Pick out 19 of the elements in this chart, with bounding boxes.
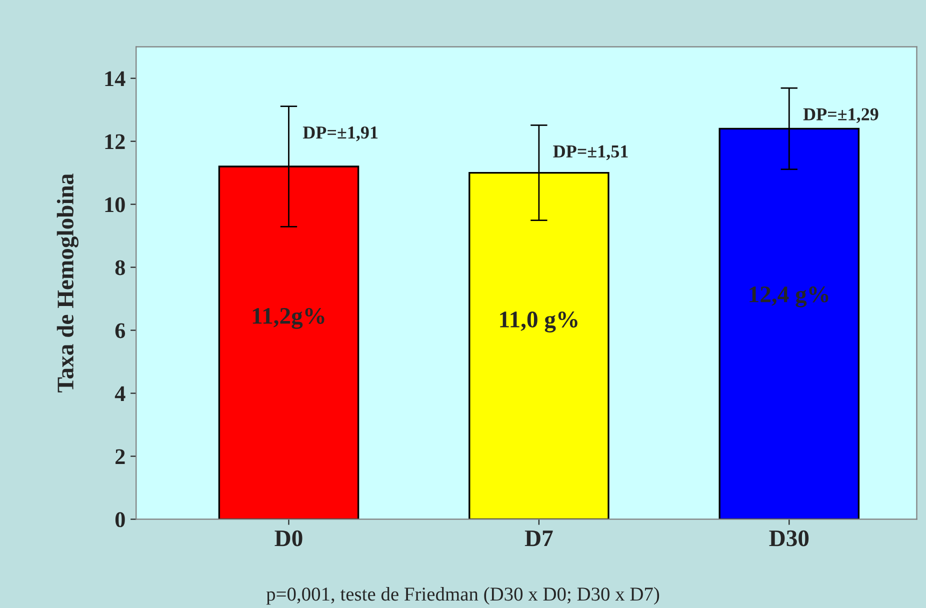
x-tick-label: D0 — [274, 530, 302, 546]
data-label: 11,0 g% — [500, 312, 578, 332]
x-tick-label: D30 — [769, 530, 809, 546]
y-axis-title: Taxa de Hemoglobina — [56, 174, 78, 392]
annotation: DP=±1,91 — [302, 126, 378, 142]
annotation: DP=±1,51 — [553, 145, 628, 160]
y-tick-label: 10 — [105, 197, 125, 212]
y-tick-label: 0 — [115, 512, 125, 528]
x-tick-label: D7 — [524, 530, 553, 546]
y-tick-label: 4 — [114, 386, 126, 401]
y-tick-label: 6 — [115, 323, 126, 338]
data-label: 11,2g% — [252, 308, 324, 329]
y-tick-label: 8 — [115, 260, 125, 276]
y-tick-label: 12 — [105, 134, 125, 150]
y-tick-label: 2 — [116, 449, 125, 464]
text: p=0,001, teste de Friedman (D30 x D0; D30 x D7) — [266, 587, 660, 605]
data-label: 12,4 g% — [750, 286, 828, 308]
annotation: DP=±1,29 — [803, 108, 878, 123]
y-tick-label: 14 — [105, 71, 126, 86]
